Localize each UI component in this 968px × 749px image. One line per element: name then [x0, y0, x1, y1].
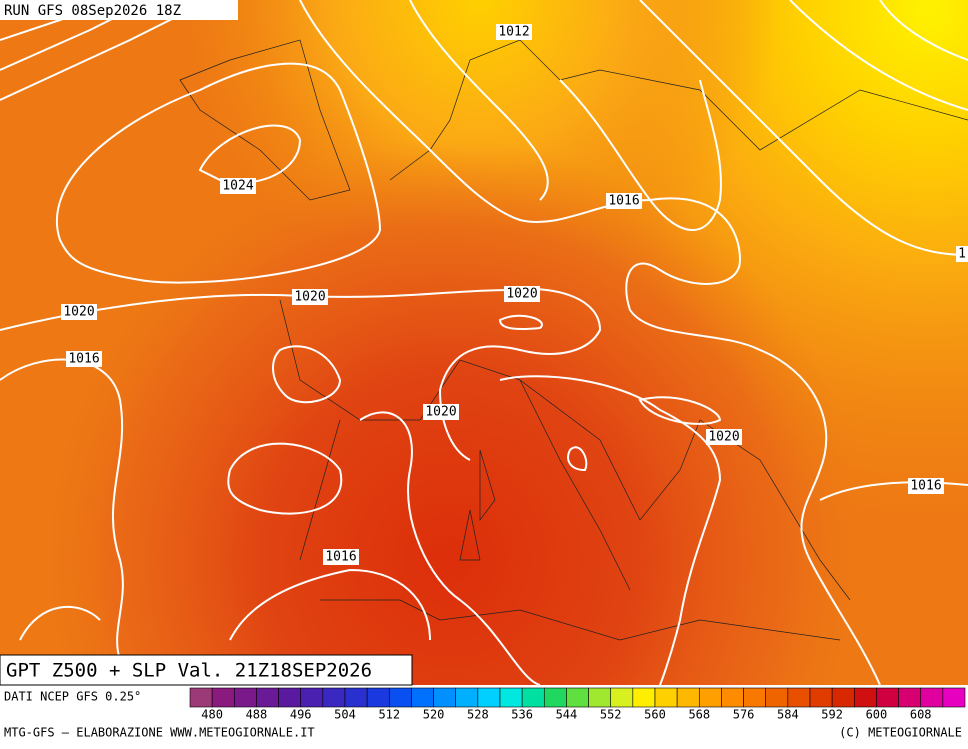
isobar-label: 1: [958, 247, 966, 262]
label-box: [908, 478, 944, 494]
scale-swatch: [344, 687, 368, 708]
label-box: [504, 286, 540, 302]
isobar-label: 1016: [910, 479, 941, 494]
isobar-label: 1020: [425, 405, 456, 420]
scale-swatch: [721, 687, 744, 708]
scale-swatch: [189, 687, 213, 708]
color-scale: 480 488 496 504 512 520 528 536 544 552 560 568 576 5…: [189, 687, 966, 722]
isobar: [55, 62, 382, 284]
isobar-label: 1024: [222, 179, 253, 194]
label-box: [606, 193, 642, 209]
isobar-label: 1016: [608, 194, 639, 209]
scale-swatch: [455, 687, 479, 708]
isobar: [499, 375, 722, 686]
scale-label: 576: [733, 708, 755, 722]
scale-swatch: [876, 687, 899, 708]
scale-swatch: [411, 687, 434, 708]
scale-swatch: [477, 687, 501, 708]
isobar-label: 1016: [325, 550, 356, 565]
scale-swatch: [743, 687, 767, 708]
scale-swatch: [433, 687, 457, 708]
footer-left: MTG-GFS — ELABORAZIONE WWW.METEOGIORNALE…: [4, 726, 315, 740]
scale-label: 592: [821, 708, 843, 722]
run-box: [0, 0, 238, 20]
isobar-label: 1012: [498, 25, 529, 40]
label-box: [220, 178, 256, 194]
scale-swatch: [698, 687, 722, 708]
label-box: [496, 24, 532, 40]
isobar: [299, 0, 881, 686]
scale-caption: DATI NCEP GFS 0.25°: [4, 690, 141, 704]
label-box: [323, 549, 359, 565]
label-box: [66, 351, 102, 367]
isobar-label: 1020: [708, 430, 739, 445]
scale-swatch: [588, 687, 612, 708]
scale-label: 528: [467, 708, 489, 722]
scale-label: 488: [246, 708, 268, 722]
label-box: [61, 304, 97, 320]
isobar: [409, 0, 968, 256]
scale-swatch: [920, 687, 944, 708]
scale-swatch: [831, 687, 855, 708]
scale-label: 608: [910, 708, 932, 722]
isobar: [272, 314, 543, 404]
scale-swatch: [543, 687, 567, 708]
scale-label: 512: [378, 708, 400, 722]
scale-swatch: [566, 687, 589, 708]
scale-label: 552: [600, 708, 622, 722]
isobar-label: 1020: [506, 287, 537, 302]
isobar-label: 1020: [63, 305, 94, 320]
footer-right: (C) METEOGIORNALE: [839, 726, 962, 740]
isobar: [359, 411, 541, 686]
scale-swatch: [233, 687, 257, 708]
scale-label: 544: [556, 708, 578, 722]
isobar: [0, 288, 602, 461]
scale-swatch: [300, 687, 324, 708]
scale-swatch: [366, 687, 390, 708]
scale-label: 504: [334, 708, 356, 722]
scale-swatch: [809, 687, 833, 708]
scale-swatch: [898, 687, 922, 708]
scale-swatch: [278, 687, 302, 708]
scale-label: 560: [644, 708, 666, 722]
scale-swatch: [322, 687, 346, 708]
scale-swatch: [853, 687, 877, 708]
scale-label: 480: [201, 708, 223, 722]
isobar-label: 1016: [68, 352, 99, 367]
scale-swatch: [499, 687, 523, 708]
scale-swatch: [654, 687, 678, 708]
scale-swatch: [610, 687, 634, 708]
label-box: [423, 404, 459, 420]
isobar: [789, 0, 968, 501]
run-label: RUN GFS 08Sep2026 18Z: [4, 3, 181, 19]
title-box: [0, 654, 413, 686]
label-box: [292, 289, 328, 305]
scale-label: 600: [866, 708, 888, 722]
label-box: [956, 246, 968, 262]
scale-swatch: [765, 687, 789, 708]
scale-swatch: [256, 687, 279, 708]
scale-label: 496: [290, 708, 312, 722]
scale-label: 536: [511, 708, 533, 722]
scale-label: 584: [777, 708, 799, 722]
label-box: [706, 429, 742, 445]
scale-swatch: [211, 687, 235, 708]
scale-label: 520: [423, 708, 445, 722]
isobar: [227, 442, 343, 515]
scale-swatch: [942, 687, 966, 708]
isobar-label: 1020: [294, 290, 325, 305]
scale-swatch: [632, 687, 656, 708]
scale-swatch: [388, 687, 412, 708]
scale-label: 568: [688, 708, 710, 722]
scale-swatch: [676, 687, 700, 708]
scale-swatch: [787, 687, 811, 708]
map: 1012 1024 1016 1020 1020 1020 1016 1020 …: [0, 0, 968, 686]
scale-swatch: [521, 687, 545, 708]
title: GPT Z500 + SLP Val. 21Z18SEP2026: [6, 660, 372, 682]
